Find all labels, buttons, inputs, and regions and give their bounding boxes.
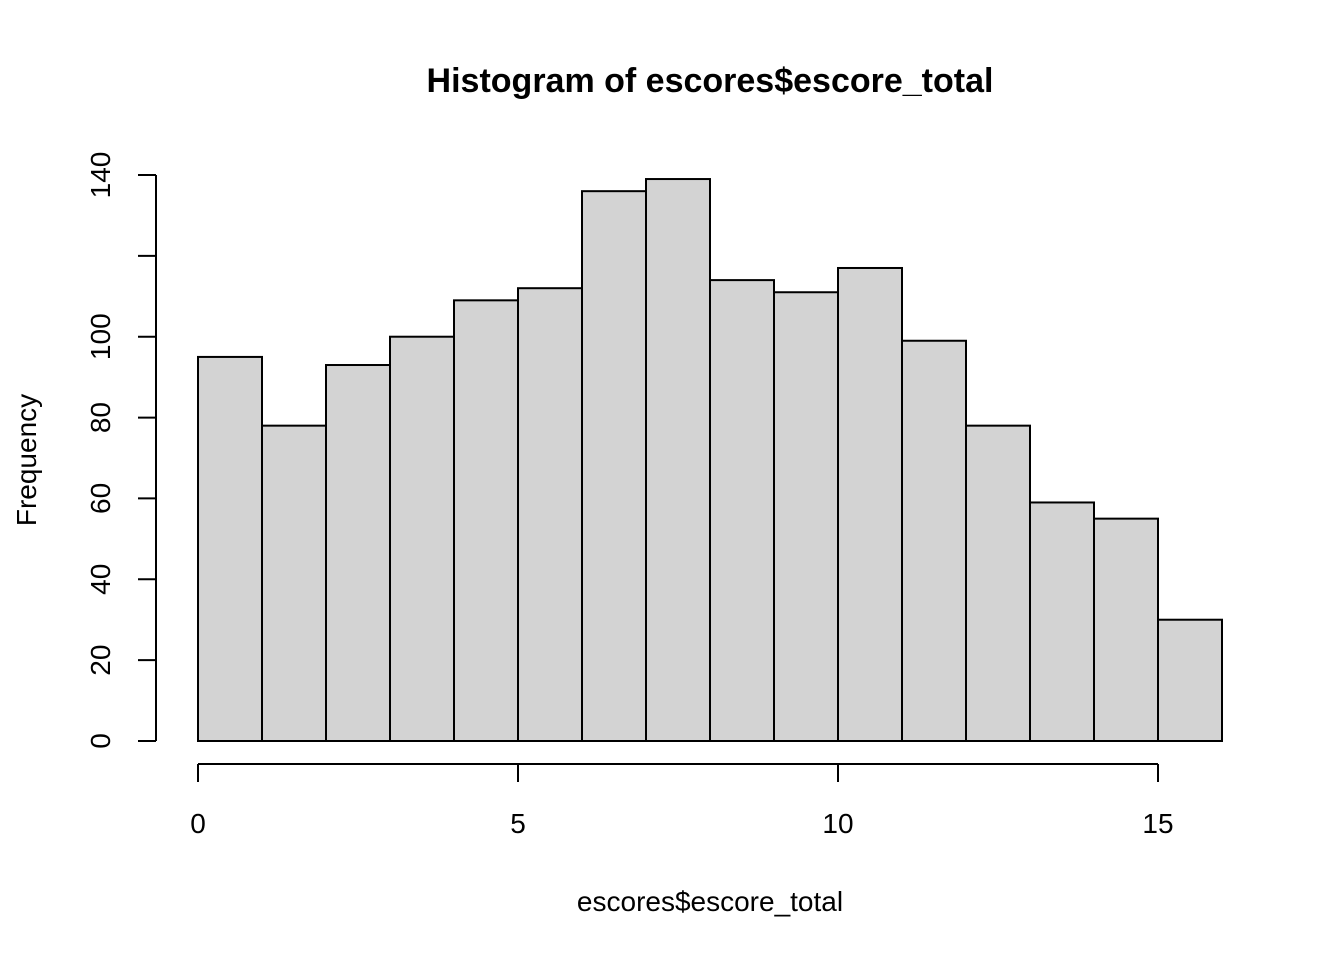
x-axis-label: escores$escore_total — [577, 886, 843, 917]
histogram-bar — [389, 335, 455, 742]
histogram-bar — [837, 266, 903, 742]
histogram-bar — [197, 355, 263, 742]
y-tick-label: 0 — [85, 733, 116, 749]
histogram-bar — [581, 190, 647, 742]
y-tick-label: 40 — [85, 564, 116, 595]
x-tick-label: 5 — [510, 808, 526, 839]
histogram-bar — [1029, 501, 1095, 742]
histogram-bar — [453, 299, 519, 742]
y-tick-label: 140 — [85, 152, 116, 199]
y-tick-label: 20 — [85, 645, 116, 676]
chart-title: Histogram of escores$escore_total — [427, 62, 994, 100]
histogram-bar — [261, 424, 327, 742]
histogram-bar — [325, 364, 391, 742]
x-tick-label: 10 — [822, 808, 853, 839]
y-tick-label: 80 — [85, 402, 116, 433]
y-axis-label: Frequency — [11, 394, 42, 526]
y-axis: 0 20 40 60 80 100 140 — [85, 152, 157, 749]
x-tick-label: 15 — [1142, 808, 1173, 839]
histogram-bar — [773, 291, 839, 742]
histogram-bar — [1093, 517, 1159, 743]
x-tick-label: 0 — [190, 808, 206, 839]
histogram-bar — [709, 279, 775, 742]
histogram-bar — [1157, 618, 1223, 743]
y-tick-label: 100 — [85, 313, 116, 360]
histogram-bar — [965, 424, 1031, 742]
x-axis: 0 5 10 15 — [190, 763, 1174, 839]
histogram-bar — [517, 287, 583, 742]
histogram-bar — [645, 178, 711, 743]
histogram-bar — [901, 339, 967, 742]
histogram-bars — [197, 178, 1223, 743]
y-tick-label: 60 — [85, 483, 116, 514]
